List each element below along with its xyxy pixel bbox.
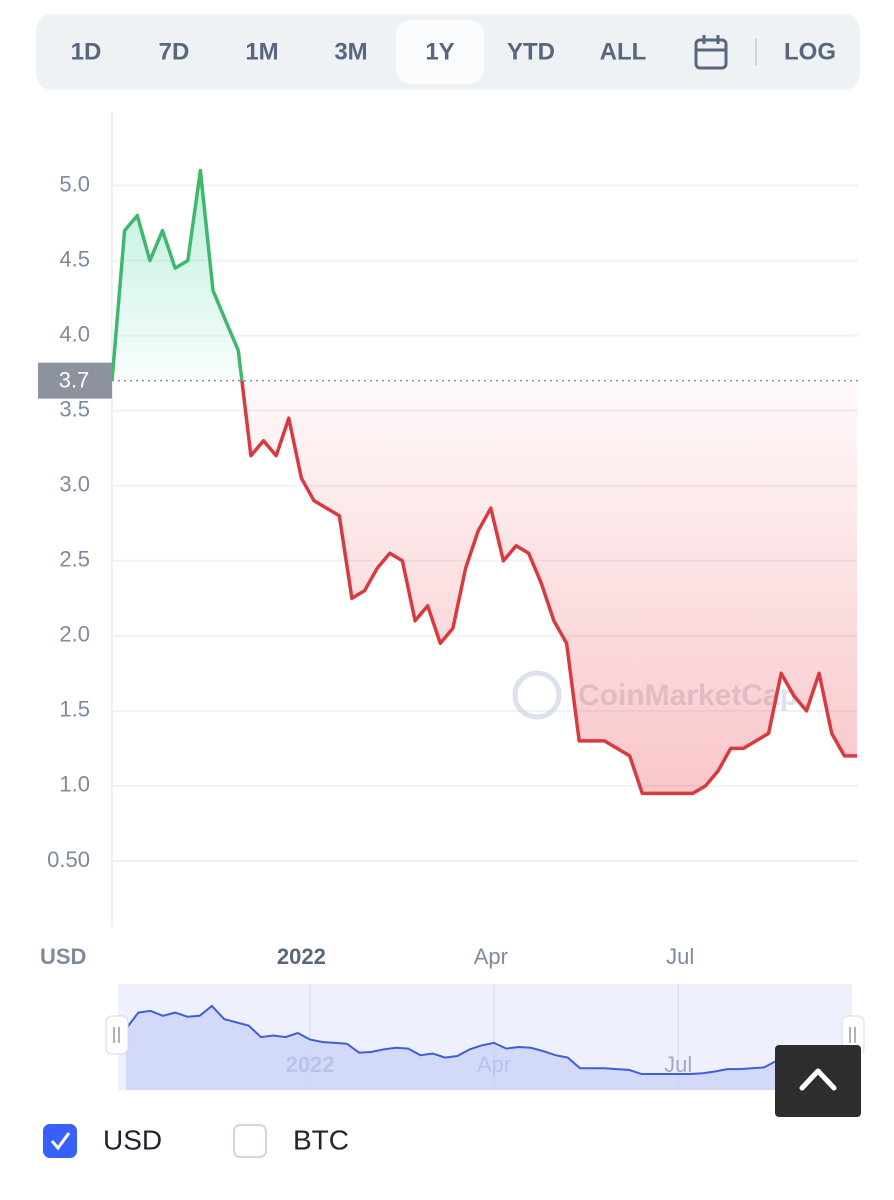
range-button[interactable]: YTD: [507, 38, 555, 65]
navigator-handle[interactable]: [105, 1015, 129, 1055]
area-down: [112, 380, 857, 794]
navigator-area: [126, 1006, 850, 1090]
x-tick-label: 2022: [277, 944, 326, 969]
reference-label-bg: [38, 362, 112, 399]
checkbox[interactable]: [43, 1124, 77, 1158]
range-button[interactable]: 3M: [334, 38, 367, 65]
navigator-line: [125, 1004, 850, 1075]
range-button[interactable]: 1D: [71, 38, 102, 65]
y-tick-label: 2.0: [59, 622, 90, 647]
price-line-down: [111, 380, 857, 796]
toolbar-buttons: 1D 7D 1M 3M 1Y YTD ALL: [71, 20, 647, 84]
chart: 0.501.01.52.02.53.03.54.04.55.0CoinMarke…: [38, 112, 858, 969]
navigator-x-label: Jul: [664, 1052, 692, 1077]
calendar-icon[interactable]: [694, 35, 728, 70]
x-tick-label: Apr: [474, 944, 508, 969]
checkbox-label[interactable]: BTC: [293, 1124, 349, 1155]
range-button[interactable]: 1M: [245, 38, 278, 65]
checkmark: [50, 1132, 71, 1151]
reference-label: 3.7: [59, 367, 90, 392]
x-tick-label: Jul: [666, 944, 694, 969]
range-button[interactable]: ALL: [600, 38, 647, 65]
log-button[interactable]: LOG: [784, 38, 836, 65]
y-tick-label: 4.5: [59, 246, 90, 271]
checkbox[interactable]: [233, 1124, 267, 1158]
y-tick-label: 0.50: [47, 847, 90, 872]
area-up: [112, 170, 242, 381]
active-button-bg: [396, 20, 484, 84]
currency-label: USD: [40, 944, 86, 969]
checkbox-label[interactable]: USD: [103, 1124, 162, 1155]
y-tick-label: 5.0: [59, 171, 90, 196]
y-tick-label: 2.5: [59, 547, 90, 572]
currency-options: USD BTC: [43, 1124, 349, 1158]
y-tick-label: 1.5: [59, 697, 90, 722]
y-tick-label: 3.0: [59, 472, 90, 497]
scroll-top-button[interactable]: [775, 1045, 861, 1117]
range-button[interactable]: 7D: [159, 38, 190, 65]
price-line-up: [110, 168, 244, 381]
y-tick-label: 1.0: [59, 772, 90, 797]
watermark-logo: [512, 670, 562, 720]
range-button[interactable]: 1Y: [425, 38, 454, 65]
y-tick-label: 4.0: [59, 321, 90, 346]
y-tick-label: 3.5: [59, 396, 90, 421]
